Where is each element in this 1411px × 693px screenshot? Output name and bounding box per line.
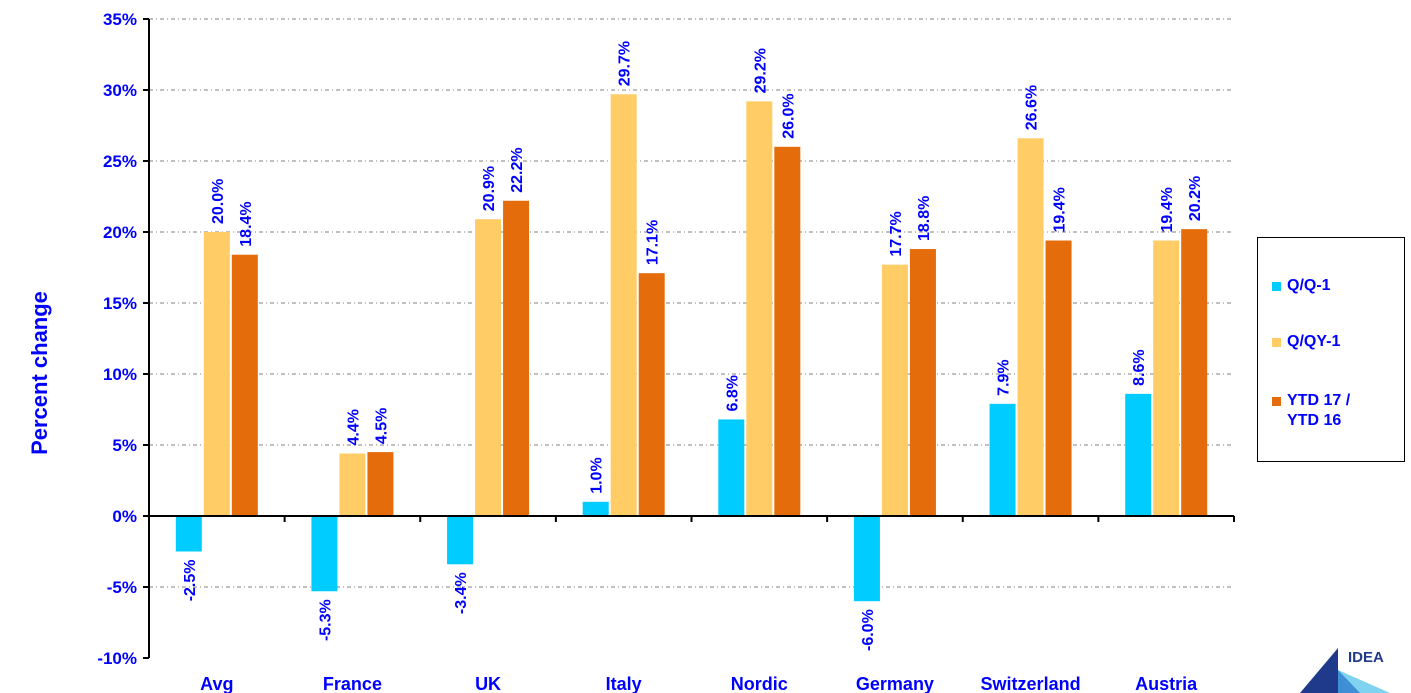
x-tick-label: UK [475,674,501,693]
bar [989,403,1016,516]
legend-label-q-q1: Q/Q-1 [1287,277,1331,294]
data-label: 1.0% [589,457,606,493]
bar [447,516,474,565]
data-label: 29.7% [617,41,634,86]
x-tick-label: France [323,674,382,693]
y-tick-label: -5% [107,578,137,597]
data-label: 19.4% [1052,187,1069,232]
y-tick-label: 15% [103,294,137,313]
data-label: 4.5% [373,408,390,444]
x-tick-label: Avg [200,674,233,693]
bar [881,264,908,516]
bar [718,419,745,516]
data-label: 18.8% [916,196,933,241]
data-label: -6.0% [860,609,877,651]
legend: Q/Q-1 Q/QY-1 YTD 17 / YTD 16 [1257,237,1405,462]
bar [1125,393,1152,516]
data-label: -3.4% [453,572,470,614]
y-axis-title: Percent change [27,291,52,455]
bar [909,249,936,517]
bar [203,232,230,516]
data-label: 7.9% [996,359,1013,395]
data-label: 17.7% [888,211,905,256]
data-labels: -2.5% 20.0% 18.4% -5.3% 4.4% 4.5% -3.4% 20.9% 22… [182,41,1204,651]
data-label: 19.4% [1159,187,1176,232]
data-label: 20.0% [210,179,227,224]
data-label: -5.3% [317,599,334,641]
y-tick-label: 25% [103,152,137,171]
y-tick-label: 20% [103,223,137,242]
data-label: 18.4% [238,201,255,246]
data-label: 17.1% [645,220,662,265]
bar [175,516,202,552]
bar [1045,240,1072,516]
legend-label-ytd: YTD 17 / YTD 16 [1287,392,1351,429]
bar [1153,240,1180,516]
bar [638,273,665,516]
x-tick-label: Nordic [731,674,788,693]
data-label: 26.6% [1024,85,1041,130]
x-tick-label: Switzerland [981,674,1081,693]
legend-item-q-q1: Q/Q-1 [1272,276,1331,296]
bar [1181,229,1208,516]
x-tick-label: Austria [1135,674,1198,693]
data-label: 20.2% [1187,176,1204,221]
bar [503,200,530,516]
bar [746,101,773,517]
axes: 35% 30% 25% 20% 15% 10% 5% 0% -5% -10% Avg France UK… [97,10,1235,693]
bar [475,219,502,516]
data-label: 8.6% [1131,349,1148,385]
bars [175,94,1208,602]
bar [231,254,258,516]
y-tick-label: 0% [112,507,137,526]
legend-swatch-q-q1 [1272,282,1281,291]
data-label: 29.2% [752,48,769,93]
data-label: -2.5% [182,560,199,602]
bar [1017,138,1044,516]
data-label: 22.2% [509,147,526,192]
x-tick-label: Italy [606,674,642,693]
bar-chart: 35% 30% 25% 20% 15% 10% 5% 0% -5% -10% Avg France UK… [27,10,1235,693]
bar [582,501,609,516]
bar [610,94,637,516]
legend-item-q-qy1: Q/QY-1 [1272,332,1340,352]
y-tick-label: 30% [103,81,137,100]
legend-label-q-qy1: Q/QY-1 [1287,333,1341,350]
bar [339,453,366,516]
y-tick-label: 5% [112,436,137,455]
bar [774,146,801,517]
logo-text: IDEA [1348,649,1384,666]
logo-dark-shape [1300,648,1338,693]
legend-swatch-ytd [1272,397,1281,406]
data-label: 4.4% [345,409,362,445]
data-label: 6.8% [724,375,741,411]
y-tick-label: 10% [103,365,137,384]
bar [853,516,880,602]
logo-mid-shape [1338,670,1360,693]
legend-swatch-q-qy1 [1272,338,1281,347]
y-tick-label: -10% [97,649,137,668]
data-label: 26.0% [780,93,797,138]
bar [311,516,338,592]
data-label: 20.9% [481,166,498,211]
legend-item-ytd: YTD 17 / YTD 16 [1272,391,1350,431]
bar [367,452,394,516]
y-tick-label: 35% [103,10,137,29]
x-tick-label: Germany [856,674,934,693]
idea-logo: IDEA [1300,648,1390,693]
